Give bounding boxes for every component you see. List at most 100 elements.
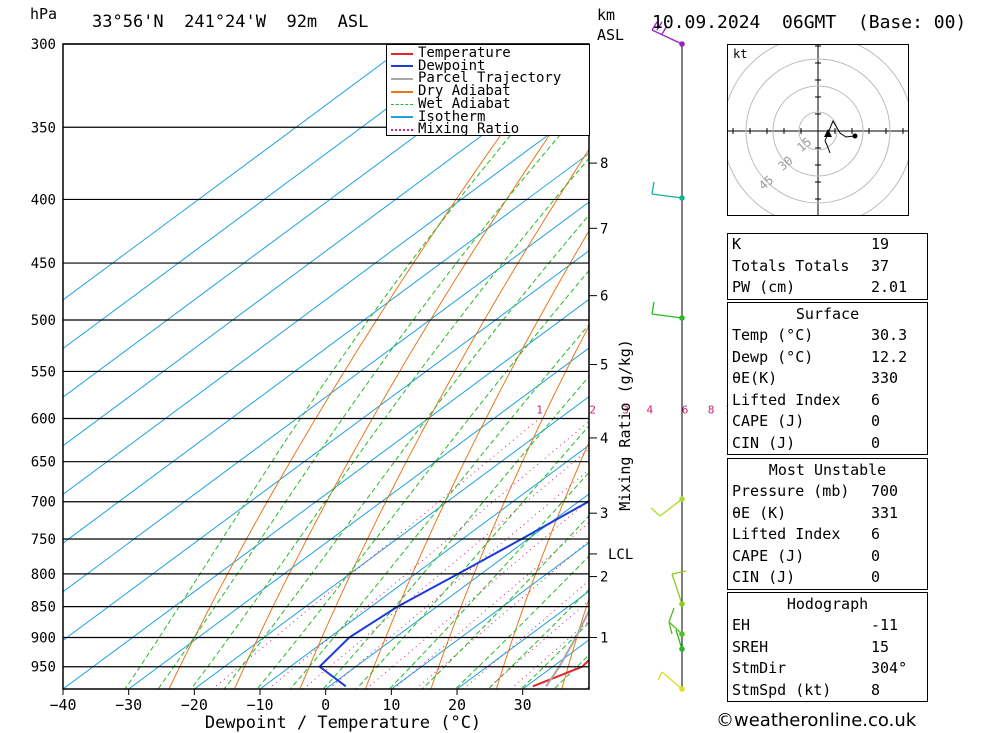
legend-item: Wet Adiabat: [391, 97, 511, 111]
legend-item: Isotherm: [391, 108, 486, 125]
wet-adiabat-line: [223, 214, 589, 689]
hodograph-ring-label: 30: [776, 153, 796, 173]
dry-adiabat-line: [495, 440, 589, 689]
pressure-tick-label: 450: [31, 256, 56, 272]
pressure-tick-label: 800: [31, 567, 56, 583]
temp-tick-label: −10: [246, 696, 273, 714]
wind-barb-icon: [650, 498, 683, 517]
hodograph-ring: [745, 58, 891, 204]
pressure-tick-label: 650: [31, 455, 56, 471]
pressure-tick-label: 600: [31, 411, 56, 427]
table-row: StmDir 304°: [728, 658, 927, 680]
row-label: PW (cm): [732, 278, 796, 296]
legend-item: Temperature: [391, 45, 511, 61]
pressure-tick-label: 850: [31, 600, 56, 616]
row-label: StmSpd (kt): [732, 680, 832, 699]
legend-swatch: [391, 128, 413, 131]
legend-label: Dry Adiabat: [418, 83, 511, 100]
row-value: 0: [871, 546, 881, 565]
mixing-ratio-axis-label: Mixing Ratio (g/kg): [616, 339, 634, 511]
row-label: Lifted Index: [732, 525, 841, 543]
lcl-label: LCL: [608, 547, 633, 563]
wet-adiabat-line: [190, 157, 589, 689]
row-label: Totals Totals: [732, 256, 850, 275]
wind-level-marker: [679, 41, 685, 47]
hodograph-stats-table: Hodograph EH -11 SREH 15 StmDir 304° StmSpd (kt…: [727, 592, 928, 702]
km-label: km: [597, 6, 616, 24]
row-value: 15: [871, 637, 890, 656]
mixing-ratio-label: 6: [682, 403, 689, 416]
height-tick-label: 1: [600, 631, 608, 647]
dry-adiabat-line: [168, 44, 567, 689]
hodograph-ring-label: 15: [794, 135, 814, 155]
row-value: 331: [871, 503, 899, 522]
datetime-title: 10.09.2024 06GMT (Base: 00): [652, 12, 967, 33]
isotherm-line: [63, 250, 589, 641]
isotherm-line: [63, 55, 589, 447]
dry-adiabat-line: [364, 229, 589, 689]
dry-adiabat-line: [299, 148, 589, 689]
legend-label: Dewpoint: [418, 57, 486, 74]
isotherm-line: [63, 44, 541, 398]
copyright[interactable]: ©weatheronline.co.uk: [716, 710, 917, 731]
legend-label: Mixing Ratio: [418, 121, 520, 138]
row-value: 6: [871, 525, 881, 543]
section-title: Hodograph: [786, 595, 869, 613]
legend-label: Parcel Trajectory: [418, 70, 562, 87]
dry-adiabat-line: [430, 324, 589, 689]
height-tick-label: 8: [600, 156, 608, 172]
pressure-tick-label: 500: [31, 313, 56, 329]
wind-level-marker: [679, 195, 685, 201]
mixing-ratio-label: 3: [622, 403, 629, 416]
legend-label: Isotherm: [418, 108, 486, 125]
surface-table: Surface Temp (°C) 30.3 Dewp (°C) 12.2 θE(K) 33…: [727, 302, 928, 455]
row-value: 2.01: [871, 278, 908, 296]
most-unstable-table: Most Unstable Pressure (mb) 700 θE (K) 331 Li…: [727, 458, 928, 590]
asl-label: ASL: [597, 26, 625, 44]
table-row: SREH 15: [728, 637, 927, 659]
wet-adiabat-line: [124, 44, 589, 689]
row-label: CAPE (J): [732, 546, 805, 565]
hodograph-end-marker: [852, 133, 858, 139]
temp-tick-label: 0: [321, 696, 330, 714]
row-value: 30.3: [871, 326, 908, 344]
legend-item: Dewpoint: [391, 57, 486, 74]
row-label: StmDir: [732, 659, 787, 677]
table-row: Lifted Index 6: [728, 390, 927, 412]
wind-level-marker: [679, 496, 685, 502]
legend-label: Temperature: [418, 45, 511, 61]
wind-barb-icon: [671, 570, 687, 605]
row-value: 304°: [871, 659, 908, 677]
wet-adiabat-line: [256, 269, 589, 689]
row-value: 700: [871, 482, 899, 500]
row-value: 8: [871, 680, 881, 699]
row-label: θE(K): [732, 369, 778, 387]
height-tick-label: 7: [600, 221, 608, 237]
row-label: EH: [732, 616, 751, 634]
table-row: PW (cm) 2.01: [728, 277, 927, 299]
height-tick-label: 2: [600, 570, 608, 586]
dry-adiabat-line: [561, 597, 589, 689]
row-value: 330: [871, 369, 899, 387]
pressure-tick-label: 400: [31, 192, 56, 208]
row-label: Lifted Index: [732, 390, 841, 409]
height-tick-label: 5: [600, 358, 608, 374]
pressure-tick-label: 950: [31, 660, 56, 676]
section-title: Most Unstable: [768, 461, 887, 479]
wind-barb-icon: [675, 629, 683, 650]
wind-level-marker: [679, 686, 685, 692]
isotherm-line: [194, 396, 589, 689]
table-row: CIN (J) 0: [728, 567, 927, 589]
height-tick-label: 6: [600, 289, 608, 305]
isotherm-line: [63, 44, 475, 350]
hodograph-ring-label: 45: [756, 173, 776, 193]
pressure-tick-label: 700: [31, 495, 56, 511]
pressure-tick-label: 550: [31, 364, 56, 380]
wet-adiabat-line: [421, 515, 589, 689]
storm-motion-marker: [824, 129, 832, 137]
table-row: Dewp (°C) 12.2: [728, 347, 927, 369]
temp-tick-label: −40: [49, 696, 76, 714]
row-value: 12.2: [871, 347, 908, 366]
row-label: Pressure (mb): [732, 482, 850, 500]
mixing-ratio-label: 4: [646, 403, 653, 416]
